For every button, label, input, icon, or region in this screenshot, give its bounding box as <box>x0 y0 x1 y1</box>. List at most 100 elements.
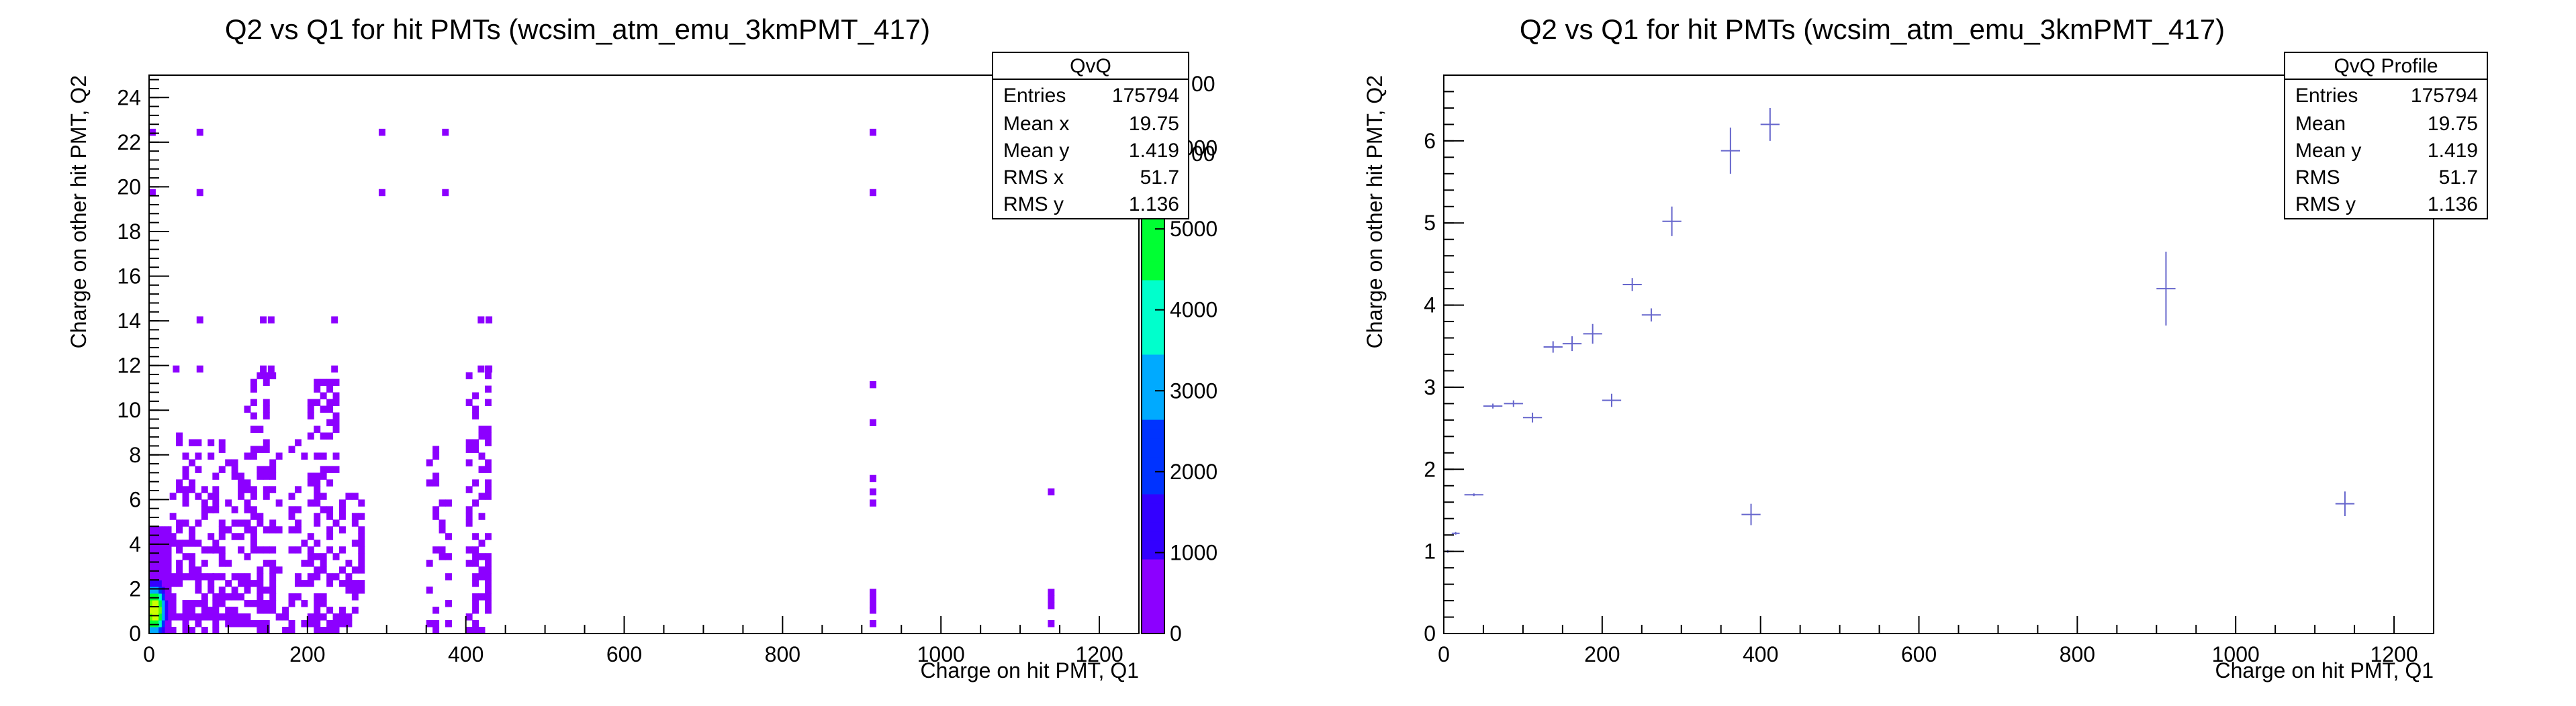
histogram-bin <box>351 593 359 601</box>
histogram-bin <box>332 425 340 433</box>
histogram-bin <box>152 553 156 560</box>
histogram-bin <box>269 566 277 574</box>
histogram-bin <box>158 526 163 534</box>
histogram-bin <box>182 519 189 527</box>
histogram-bin <box>168 573 172 581</box>
colorbar-segment <box>1142 298 1164 309</box>
histogram-bin <box>269 607 277 614</box>
colorbar-segment <box>1142 223 1164 234</box>
histogram-bin <box>351 607 359 614</box>
histogram-bin <box>176 540 183 547</box>
stats-label: RMS <box>2295 166 2340 189</box>
histogram-bin <box>263 472 270 480</box>
histogram-bin <box>345 560 353 567</box>
x-tick-label: 1200 <box>2370 642 2418 666</box>
colorbar-segment <box>1142 559 1164 569</box>
histogram-bin <box>314 452 321 460</box>
histogram-bin <box>478 466 486 473</box>
y-tick-label: 0 <box>129 621 141 646</box>
colorbar-segment <box>1142 336 1164 346</box>
histogram-bin <box>182 540 189 547</box>
histogram-bin <box>307 432 314 440</box>
histogram-bin <box>294 573 302 581</box>
stats-value: 19.75 <box>1129 113 1179 135</box>
histogram-bin <box>182 486 189 493</box>
histogram-bin <box>250 385 257 393</box>
histogram-bin <box>332 613 340 621</box>
colorbar-segment <box>1142 577 1164 588</box>
histogram-bin <box>260 365 267 373</box>
histogram-bin <box>442 128 449 136</box>
histogram-bin <box>263 600 270 607</box>
colorbar-segment <box>1142 382 1164 392</box>
histogram-bin <box>870 602 877 609</box>
histogram-bin <box>269 519 277 527</box>
histogram-bin <box>314 593 321 601</box>
histogram-bin <box>212 486 220 493</box>
histogram-bin <box>152 580 156 587</box>
histogram-bin <box>244 587 251 594</box>
histogram-bin <box>149 613 153 621</box>
histogram-bin <box>477 316 485 323</box>
y-tick-label: 20 <box>117 174 141 199</box>
histogram-bin <box>351 566 359 574</box>
histogram-bin <box>250 526 257 534</box>
histogram-bin <box>345 620 353 627</box>
histogram-bin <box>244 620 251 627</box>
histogram-bin <box>445 499 452 507</box>
histogram-bin <box>257 425 264 433</box>
histogram-bin <box>231 533 238 540</box>
histogram-bin <box>250 600 257 607</box>
histogram-bin <box>257 566 264 574</box>
histogram-bin <box>288 506 295 513</box>
histogram-bin <box>301 580 308 587</box>
histogram-bin <box>478 540 486 547</box>
histogram-bin <box>294 439 302 446</box>
colorbar-segment <box>1142 280 1164 290</box>
histogram-bin <box>320 553 327 560</box>
histogram-bin <box>351 493 359 500</box>
histogram-bin <box>472 627 479 634</box>
histogram-bin <box>155 620 159 627</box>
stats-value: 175794 <box>2411 85 2478 107</box>
colorbar-segment <box>1142 372 1164 383</box>
histogram-bin <box>168 533 172 540</box>
histogram-bin <box>244 506 251 513</box>
histogram-bin <box>195 620 202 627</box>
histogram-bin <box>238 533 245 540</box>
stats-label: Entries <box>2295 85 2358 107</box>
histogram-bin <box>195 580 202 587</box>
histogram-bin <box>269 459 277 466</box>
histogram-bin <box>326 479 334 487</box>
histogram-bin <box>182 600 189 607</box>
histogram-bin <box>152 587 156 594</box>
histogram-bin <box>472 580 479 587</box>
histogram-bin <box>244 405 251 413</box>
histogram-bin <box>288 627 295 634</box>
histogram-bin <box>465 560 473 567</box>
histogram-bin <box>195 466 202 473</box>
histogram-bin <box>231 620 238 627</box>
histogram-bin <box>314 493 321 500</box>
histogram-bin <box>161 526 166 534</box>
histogram-axes: 0 200 400 600 800 1000 12000246810121416182022… <box>117 79 1140 666</box>
histogram-bin <box>358 566 365 574</box>
histogram-bin <box>426 459 433 466</box>
histogram-bin <box>257 620 264 627</box>
histogram-bin <box>165 587 169 594</box>
histogram-panel: Q2 vs Q1 for hit PMTs (wcsim_atm_emu_3km… <box>66 13 1217 683</box>
histogram-bin <box>257 546 264 554</box>
histogram-bin <box>195 600 202 607</box>
histogram-bin <box>314 425 321 433</box>
profile-x-label: Charge on hit PMT, Q1 <box>2215 658 2434 683</box>
profile-points <box>1444 107 2355 553</box>
colorbar-segment <box>1142 345 1164 355</box>
histogram-bin <box>345 587 353 594</box>
histogram-bin <box>182 493 189 500</box>
histogram-bin <box>218 546 226 554</box>
histogram-bin <box>472 405 479 413</box>
histogram-bin <box>158 613 163 621</box>
histogram-bin <box>149 627 153 634</box>
x-tick-label: 800 <box>765 642 800 666</box>
stats-value: 51.7 <box>1140 166 1179 189</box>
